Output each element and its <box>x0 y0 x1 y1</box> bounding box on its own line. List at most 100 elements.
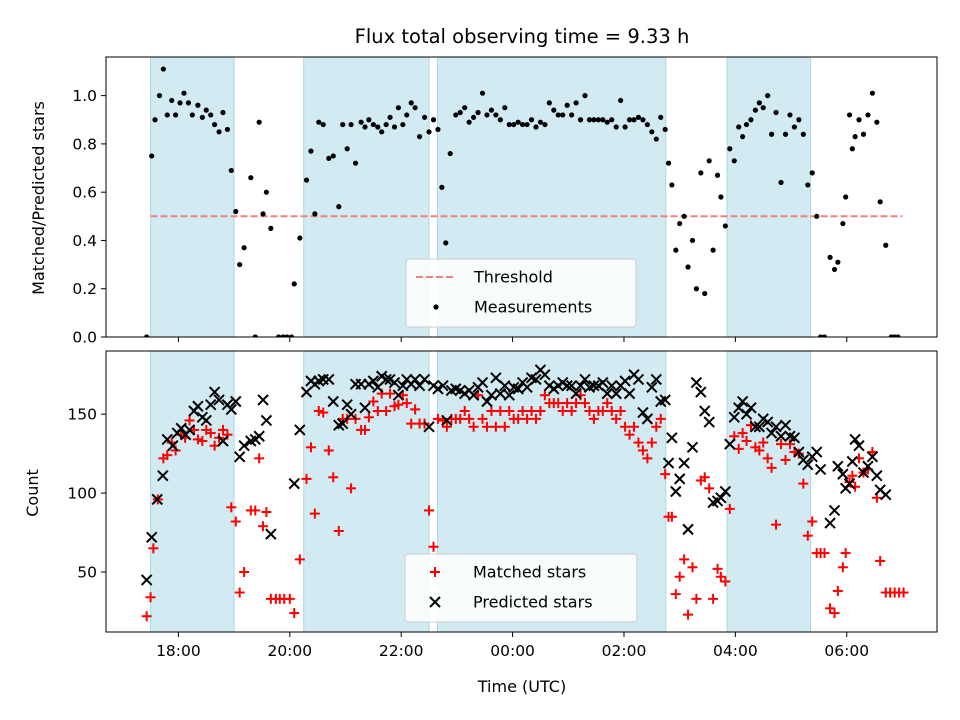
predicted-star-marker <box>619 375 631 387</box>
measurement-point <box>520 121 526 128</box>
x-stroke-b <box>733 402 745 414</box>
matched-star-marker <box>691 593 702 604</box>
measurement-point <box>241 245 247 251</box>
matched-star-marker <box>602 398 613 409</box>
matched-star-marker <box>490 421 501 432</box>
matched-star-marker <box>566 405 577 416</box>
matched-star-marker <box>318 407 329 418</box>
matched-star-marker <box>802 530 813 541</box>
measurement-point <box>869 90 875 96</box>
measurement-point <box>831 266 838 273</box>
measurement-point <box>533 124 539 130</box>
predicted-star-marker <box>490 372 502 384</box>
matched-star-marker <box>741 435 752 446</box>
x-stroke-b <box>779 419 792 431</box>
measurement-point <box>706 158 712 164</box>
measurement-point <box>358 119 364 125</box>
measurement-point <box>412 105 418 111</box>
x-stroke-b <box>849 433 861 446</box>
x-tick-label: 20:00 <box>267 642 312 660</box>
measurement-point <box>435 126 441 133</box>
measurement-point <box>291 281 297 287</box>
predicted-star-marker <box>810 446 823 458</box>
matched-star-marker <box>651 421 662 432</box>
x-stroke-b <box>192 400 204 412</box>
matched-star-marker <box>468 421 479 432</box>
matched-star-marker <box>393 399 404 410</box>
x-stroke-b <box>828 504 841 517</box>
matched-star-marker <box>766 462 777 473</box>
measurement-point <box>843 194 849 200</box>
measurement-point <box>555 112 561 118</box>
x-stroke-b <box>871 470 883 482</box>
predicted-star-marker <box>380 373 392 386</box>
matched-star-marker <box>683 609 694 620</box>
predicted-star-marker <box>761 416 774 428</box>
measurement-point <box>710 247 716 253</box>
measurement-point <box>169 97 175 104</box>
predicted-star-marker <box>703 416 715 428</box>
measurement-point <box>768 131 775 137</box>
measurement-point <box>248 175 254 181</box>
y-tick-label: 0.2 <box>72 280 97 298</box>
matched-star-marker <box>346 483 357 494</box>
matched-star-marker <box>611 413 622 424</box>
measurement-point <box>320 121 326 128</box>
observing-window-band <box>726 57 812 337</box>
predicted-star-marker <box>145 531 158 543</box>
predicted-star-marker <box>213 394 225 406</box>
predicted-star-marker <box>632 373 645 386</box>
x-stroke-b <box>740 408 753 420</box>
measurement-point <box>673 247 679 253</box>
predicted-star-marker <box>167 440 179 452</box>
measurement-point <box>689 237 696 244</box>
matched-star-marker <box>517 405 528 416</box>
legend-label: Predicted stars <box>473 593 593 612</box>
measurement-point <box>233 208 239 215</box>
predicted-star-marker <box>662 457 675 469</box>
measurement-point <box>308 148 314 154</box>
x-tick-label: 00:00 <box>490 642 535 660</box>
matched-star-marker <box>819 548 830 559</box>
measurement-point <box>228 167 234 174</box>
x-stroke-b <box>866 451 879 463</box>
matched-star-marker <box>428 541 439 552</box>
matched-star-marker <box>359 424 370 435</box>
measurement-point <box>591 117 597 123</box>
x-tick-label: 02:00 <box>602 642 647 660</box>
predicted-star-marker <box>736 395 749 408</box>
matched-star-marker <box>197 435 208 446</box>
x-stroke-b <box>843 477 856 490</box>
x-stroke-b <box>337 417 349 430</box>
predicted-star-marker <box>521 381 533 394</box>
predicted-star-marker <box>719 485 732 498</box>
measurement-point <box>860 131 867 137</box>
legend-box <box>405 258 637 328</box>
matched-star-marker <box>557 405 568 416</box>
matched-star-marker <box>234 587 245 598</box>
measurement-point <box>640 117 646 123</box>
matched-star-marker <box>539 390 550 401</box>
predicted-star-marker <box>288 477 300 490</box>
measurement-point <box>865 112 871 118</box>
predicted-star-marker <box>257 394 269 406</box>
x-stroke-b <box>530 373 542 386</box>
matched-star-marker <box>579 398 590 409</box>
predicted-star-marker <box>323 373 335 386</box>
x-stroke-b <box>539 368 551 381</box>
measurement-point <box>484 112 490 118</box>
x-stroke-b <box>601 387 613 400</box>
measurement-point <box>791 124 798 130</box>
matched-star-marker <box>646 437 657 448</box>
x-stroke-b <box>503 389 515 401</box>
x-stroke-b <box>761 416 774 428</box>
predicted-star-marker <box>327 395 339 408</box>
matched-star-marker <box>381 405 392 416</box>
matched-star-marker <box>875 555 886 566</box>
matched-star-marker <box>145 592 156 603</box>
x-stroke-b <box>437 380 449 392</box>
x-stroke-b <box>824 517 836 529</box>
matched-star-marker <box>597 405 608 416</box>
x-stroke-b <box>233 451 246 463</box>
matched-star-marker <box>584 405 595 416</box>
